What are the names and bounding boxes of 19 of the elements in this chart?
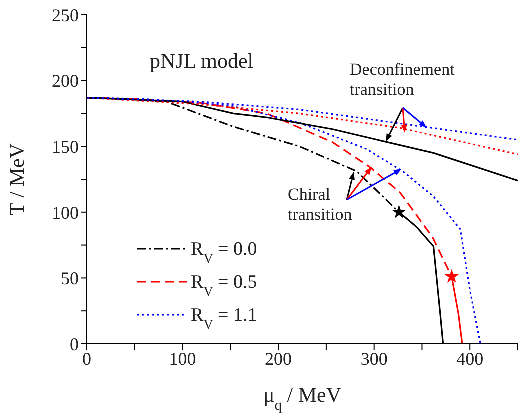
x-axis-title: μ$_{q}$ / MeV bbox=[263, 383, 342, 414]
x-tick-label: 200 bbox=[265, 348, 292, 369]
x-tick-label: 400 bbox=[456, 348, 484, 369]
y-tick-label: 100 bbox=[52, 202, 79, 223]
annotation: pNJL model bbox=[150, 49, 254, 73]
y-tick-label: 200 bbox=[52, 71, 79, 92]
legend-label: R$_{V}$ = 1.1 bbox=[191, 305, 258, 332]
x-tick-label: 300 bbox=[360, 348, 388, 369]
y-tick-label: 50 bbox=[61, 268, 79, 289]
y-tick-label: 0 bbox=[70, 334, 79, 354]
y-axis-title: T / MeV bbox=[5, 144, 29, 216]
annotation: Chiral transition bbox=[288, 185, 353, 224]
legend-label: R$_{V}$ = 0.5 bbox=[191, 272, 258, 298]
y-tick-label: 150 bbox=[52, 136, 79, 157]
annotation: Deconfinement transition bbox=[350, 60, 456, 99]
x-tick-label: 100 bbox=[169, 348, 196, 369]
legend-label: R$_{V}$ = 0.0 bbox=[191, 239, 258, 266]
y-tick-label: 250 bbox=[52, 5, 79, 26]
x-tick-label: 0 bbox=[82, 348, 92, 369]
